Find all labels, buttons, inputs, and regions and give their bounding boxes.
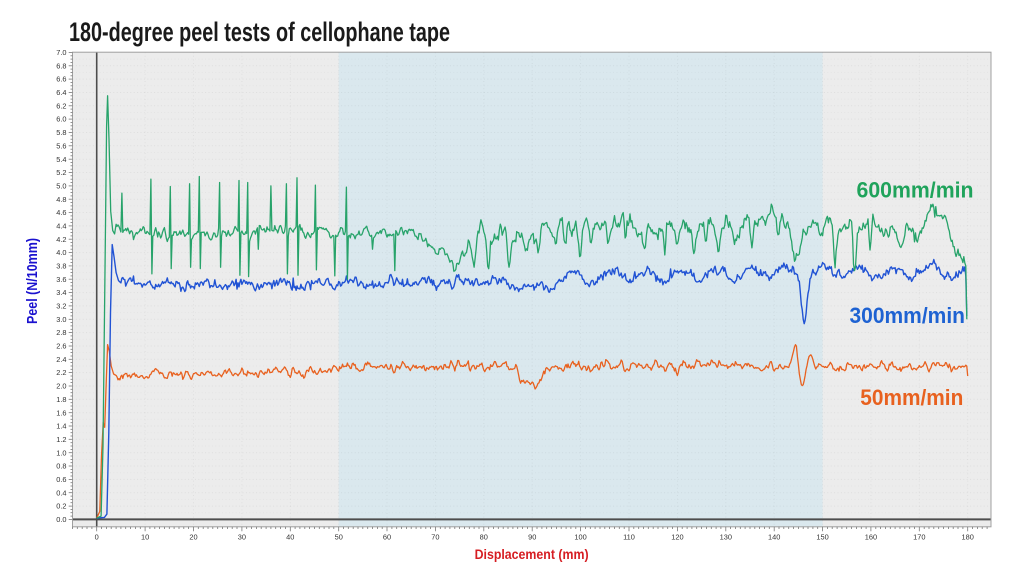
svg-text:160: 160 xyxy=(865,533,877,542)
svg-text:110: 110 xyxy=(623,533,635,542)
svg-text:6.8: 6.8 xyxy=(56,61,66,70)
svg-text:50mm/min: 50mm/min xyxy=(860,385,963,410)
svg-text:130: 130 xyxy=(720,533,732,542)
svg-text:180-degree peel tests of cello: 180-degree peel tests of cellophane tape xyxy=(69,17,450,47)
svg-text:3.2: 3.2 xyxy=(56,302,66,311)
svg-text:0: 0 xyxy=(95,533,99,542)
svg-text:4.2: 4.2 xyxy=(56,235,66,244)
svg-text:10: 10 xyxy=(141,533,149,542)
svg-text:0.0: 0.0 xyxy=(56,515,66,524)
svg-text:50: 50 xyxy=(335,533,343,542)
svg-text:6.4: 6.4 xyxy=(56,88,66,97)
svg-text:3.0: 3.0 xyxy=(56,315,66,324)
svg-text:80: 80 xyxy=(480,533,488,542)
svg-text:7.0: 7.0 xyxy=(56,48,66,57)
svg-text:6.2: 6.2 xyxy=(56,101,66,110)
svg-text:600mm/min: 600mm/min xyxy=(857,177,974,202)
svg-text:5.8: 5.8 xyxy=(56,128,66,137)
svg-text:2.6: 2.6 xyxy=(56,342,66,351)
svg-text:6.6: 6.6 xyxy=(56,75,66,84)
svg-text:20: 20 xyxy=(189,533,197,542)
svg-text:30: 30 xyxy=(238,533,246,542)
svg-text:120: 120 xyxy=(671,533,683,542)
svg-text:1.0: 1.0 xyxy=(56,448,66,457)
svg-text:100: 100 xyxy=(574,533,586,542)
svg-text:150: 150 xyxy=(816,533,828,542)
svg-text:5.6: 5.6 xyxy=(56,141,66,150)
svg-text:140: 140 xyxy=(768,533,780,542)
svg-text:1.2: 1.2 xyxy=(56,435,66,444)
svg-text:2.0: 2.0 xyxy=(56,382,66,391)
svg-text:300mm/min: 300mm/min xyxy=(850,303,966,328)
svg-text:2.2: 2.2 xyxy=(56,368,66,377)
svg-text:70: 70 xyxy=(431,533,439,542)
svg-text:170: 170 xyxy=(913,533,925,542)
svg-text:4.8: 4.8 xyxy=(56,195,66,204)
svg-text:1.8: 1.8 xyxy=(56,395,66,404)
svg-text:0.2: 0.2 xyxy=(56,502,66,511)
svg-text:3.6: 3.6 xyxy=(56,275,66,284)
svg-text:40: 40 xyxy=(286,533,294,542)
svg-text:5.4: 5.4 xyxy=(56,155,66,164)
svg-text:4.0: 4.0 xyxy=(56,248,66,257)
svg-text:3.8: 3.8 xyxy=(56,262,66,271)
svg-text:Displacement (mm): Displacement (mm) xyxy=(475,546,589,562)
svg-text:3.4: 3.4 xyxy=(56,288,66,297)
svg-text:5.2: 5.2 xyxy=(56,168,66,177)
svg-text:180: 180 xyxy=(962,533,974,542)
svg-text:4.6: 4.6 xyxy=(56,208,66,217)
svg-text:0.4: 0.4 xyxy=(56,488,66,497)
svg-text:6.0: 6.0 xyxy=(56,115,66,124)
svg-text:5.0: 5.0 xyxy=(56,182,66,191)
svg-text:0.8: 0.8 xyxy=(56,462,66,471)
svg-text:2.8: 2.8 xyxy=(56,328,66,337)
svg-text:2.4: 2.4 xyxy=(56,355,66,364)
svg-text:1.6: 1.6 xyxy=(56,408,66,417)
svg-text:90: 90 xyxy=(528,533,536,542)
svg-text:4.4: 4.4 xyxy=(56,222,66,231)
svg-text:60: 60 xyxy=(383,533,391,542)
svg-text:0.6: 0.6 xyxy=(56,475,66,484)
svg-text:1.4: 1.4 xyxy=(56,422,66,431)
svg-text:Peel (N/10mm): Peel (N/10mm) xyxy=(25,238,41,324)
